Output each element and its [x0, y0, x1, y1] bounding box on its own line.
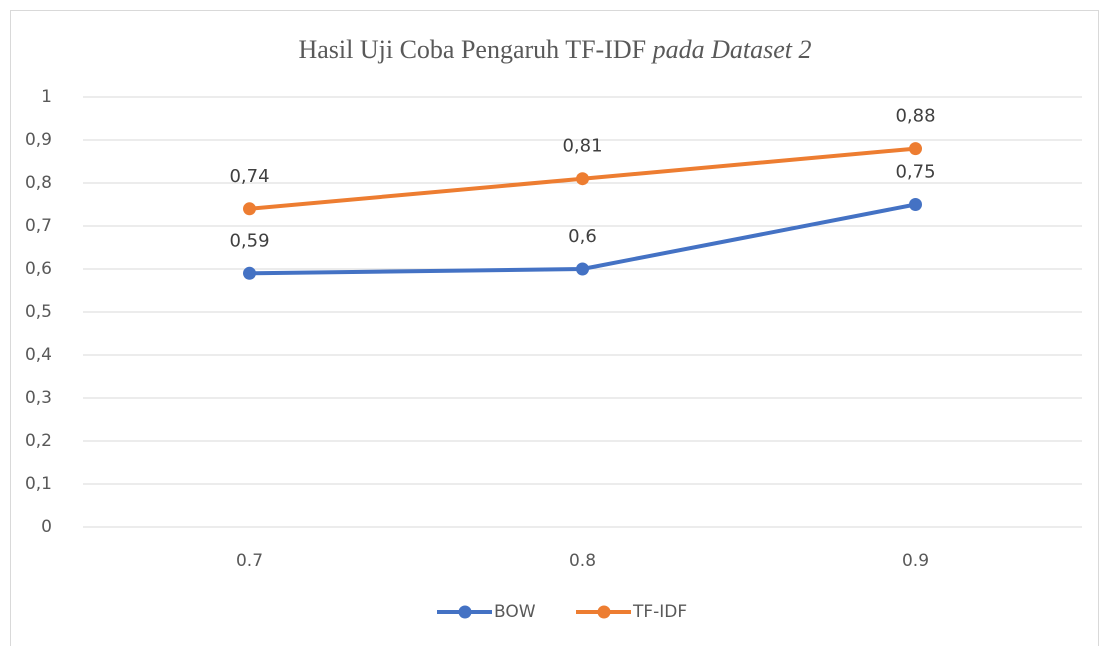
y-tick-label: 0,9	[25, 130, 52, 150]
data-label: 0,75	[895, 162, 935, 183]
marker	[243, 266, 256, 280]
y-tick-label: 0,8	[25, 173, 52, 193]
y-tick-label: 0,1	[25, 474, 52, 494]
y-tick-label: 1	[41, 87, 52, 107]
legend-label: BOW	[494, 602, 536, 622]
data-label: 0,81	[562, 136, 602, 157]
data-label: 0,88	[895, 106, 935, 127]
y-tick-label: 0,3	[25, 388, 52, 408]
x-tick-label: 0.7	[236, 551, 263, 571]
legend-label: TF-IDF	[632, 602, 687, 622]
data-label: 0,74	[229, 166, 269, 187]
chart-title: Hasil Uji Coba Pengaruh TF-IDF pada Data…	[298, 35, 811, 64]
y-tick-label: 0,7	[25, 216, 52, 236]
legend-marker	[597, 605, 611, 619]
marker	[576, 262, 589, 276]
marker	[909, 142, 922, 156]
title-part: pada Dataset 2	[651, 35, 812, 64]
marker	[576, 172, 589, 186]
marker	[909, 198, 922, 211]
marker	[243, 202, 256, 216]
y-tick-label: 0	[41, 517, 52, 537]
title-part: Hasil Uji Coba Pengaruh TF-IDF	[298, 35, 646, 64]
legend-marker	[458, 605, 472, 619]
y-tick-label: 0,4	[25, 345, 52, 365]
data-label: 0,59	[229, 230, 269, 251]
chart-border	[10, 10, 1099, 646]
y-tick-label: 0,6	[25, 259, 52, 279]
x-tick-label: 0.8	[569, 551, 596, 571]
x-tick-label: 0.9	[902, 551, 929, 571]
data-label: 0,6	[568, 226, 597, 247]
y-tick-label: 0,5	[25, 302, 52, 322]
y-tick-label: 0,2	[25, 431, 52, 451]
